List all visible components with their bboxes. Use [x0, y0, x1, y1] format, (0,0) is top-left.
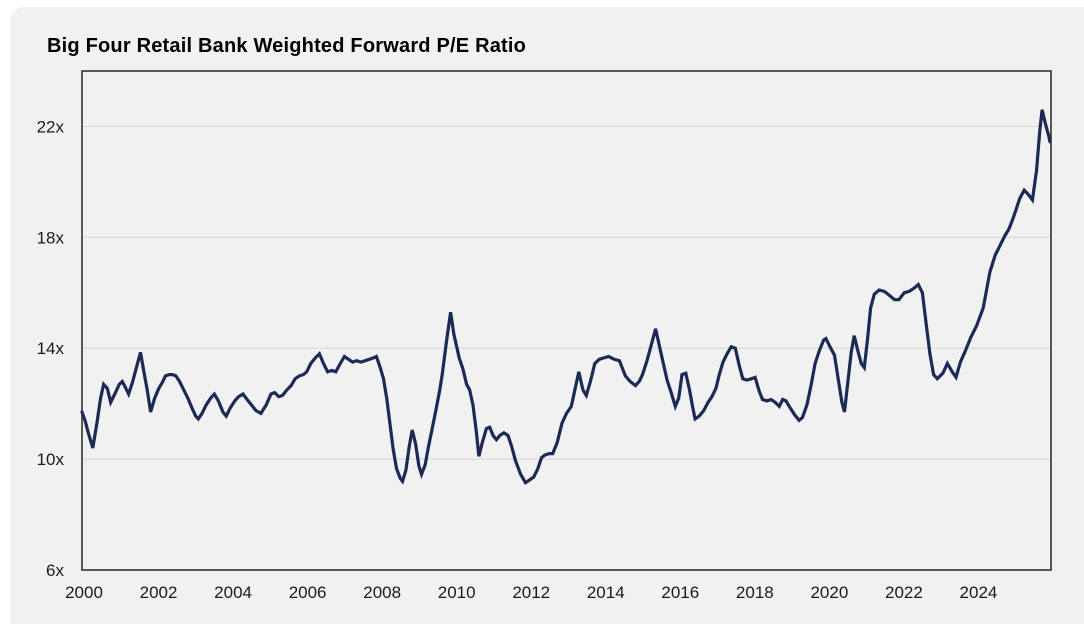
x-tick-label: 2002	[140, 583, 178, 602]
y-tick-label: 22x	[37, 117, 65, 136]
x-tick-label: 2018	[736, 583, 774, 602]
x-tick-label: 2008	[363, 583, 401, 602]
x-tick-label: 2020	[810, 583, 848, 602]
chart-panel: Big Four Retail Bank Weighted Forward P/…	[10, 7, 1084, 624]
x-tick-label: 2006	[289, 583, 327, 602]
x-tick-label: 2014	[587, 583, 625, 602]
chart-title: Big Four Retail Bank Weighted Forward P/…	[47, 35, 527, 57]
x-tick-label: 2010	[438, 583, 476, 602]
plot-frame	[81, 70, 1052, 571]
y-tick-label: 10x	[37, 450, 65, 469]
y-tick-label: 18x	[37, 228, 65, 247]
y-tick-label: 14x	[37, 339, 65, 358]
x-tick-label: 2012	[512, 583, 550, 602]
x-tick-label: 2004	[214, 583, 252, 602]
x-tick-label: 2024	[960, 583, 998, 602]
pe-ratio-series-line	[80, 109, 1052, 485]
x-tick-label: 2016	[661, 583, 699, 602]
x-tick-label: 2022	[885, 583, 923, 602]
x-tick-label: 2000	[65, 583, 103, 602]
y-tick-label: 6x	[46, 561, 64, 580]
